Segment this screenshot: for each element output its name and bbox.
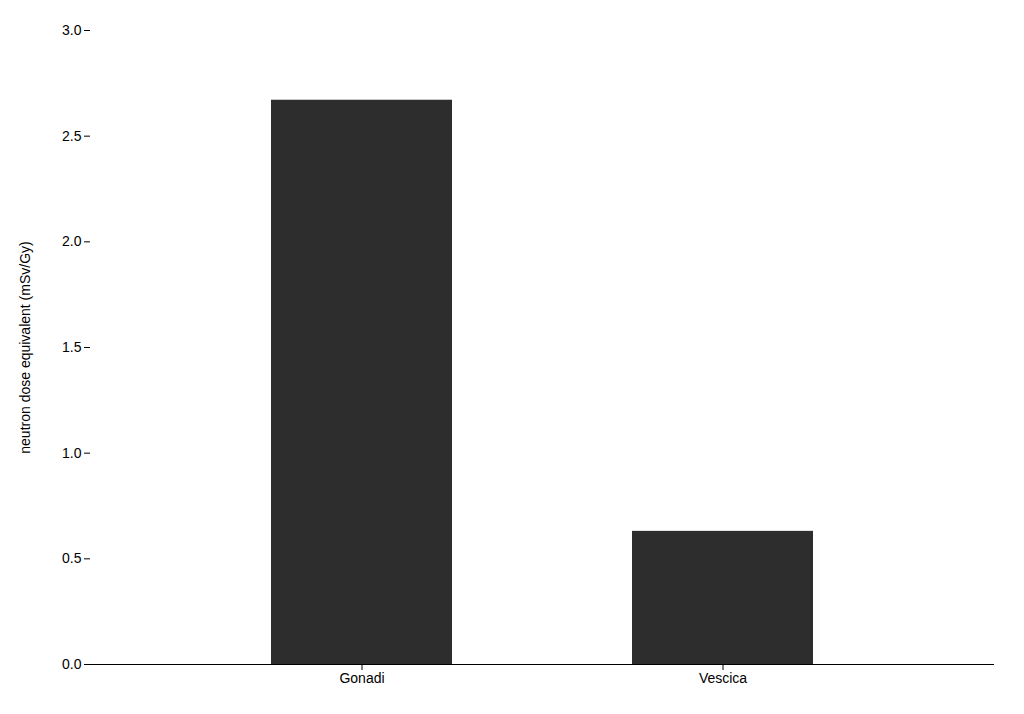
svg-text:neutron dose equivalent (mSv/G: neutron dose equivalent (mSv/Gy) bbox=[17, 241, 33, 453]
svg-text:2.0: 2.0 bbox=[62, 233, 82, 249]
svg-text:0.0: 0.0 bbox=[62, 656, 82, 672]
svg-text:Gonadi: Gonadi bbox=[339, 670, 384, 686]
svg-text:3.0: 3.0 bbox=[62, 22, 82, 38]
svg-text:1.5: 1.5 bbox=[62, 339, 82, 355]
svg-text:Vescica: Vescica bbox=[699, 670, 747, 686]
svg-text:0.5: 0.5 bbox=[62, 550, 82, 566]
svg-text:1.0: 1.0 bbox=[62, 445, 82, 461]
svg-text:2.5: 2.5 bbox=[62, 128, 82, 144]
